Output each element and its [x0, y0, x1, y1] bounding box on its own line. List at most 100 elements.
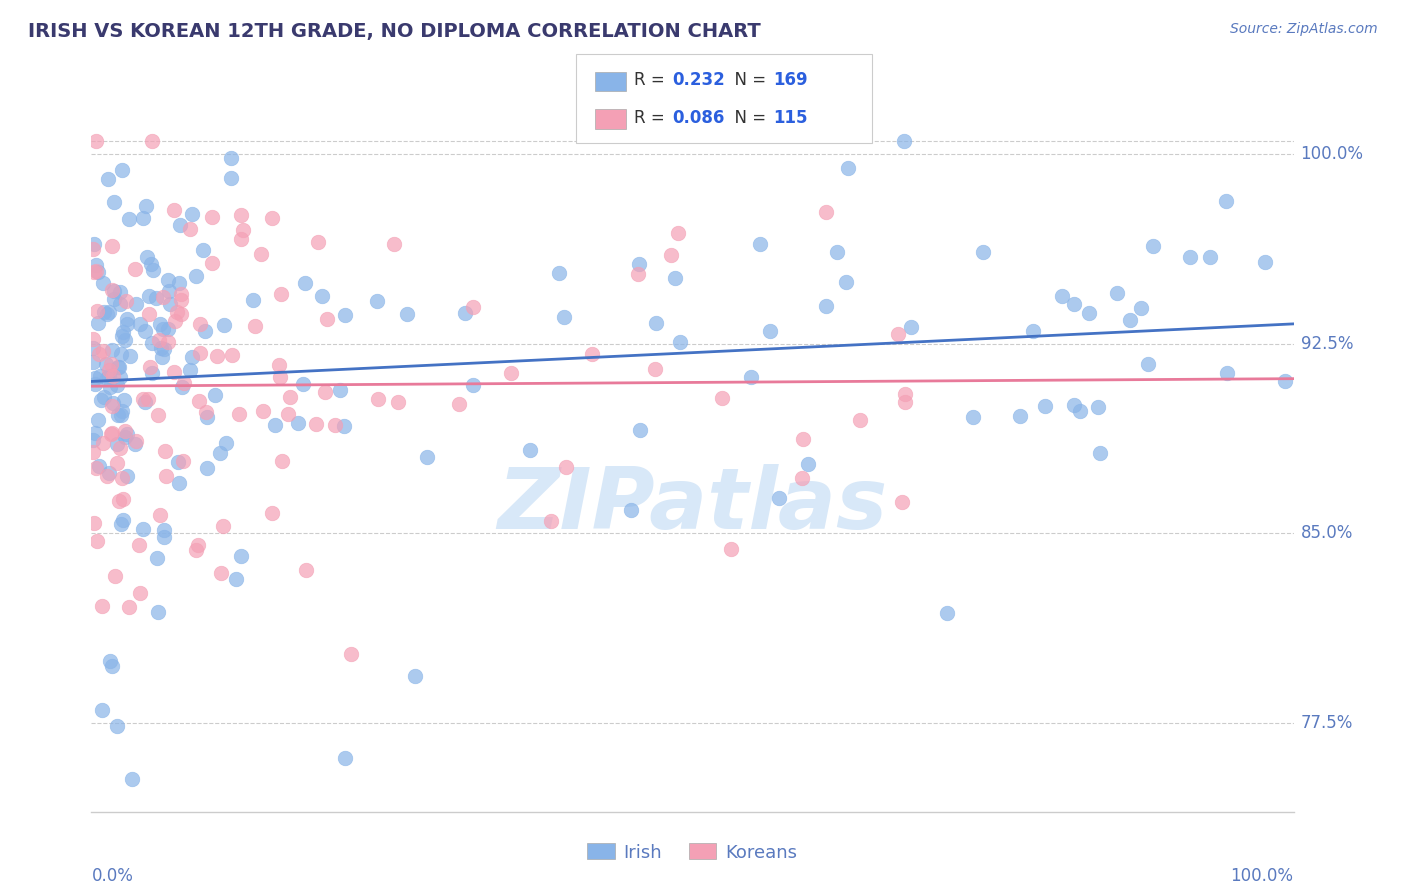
Point — [887, 326, 910, 341]
Text: 169: 169 — [773, 71, 808, 89]
Point — [114, 430, 136, 444]
Point — [740, 370, 762, 384]
Point — [152, 290, 174, 304]
Point — [332, 419, 354, 434]
Point — [96, 307, 118, 321]
Point — [195, 410, 218, 425]
Point — [271, 453, 294, 467]
Point — [166, 305, 188, 319]
Point — [121, 772, 143, 786]
Point — [620, 503, 643, 517]
Point — [152, 342, 174, 356]
Point — [1087, 400, 1109, 414]
Point — [340, 647, 363, 661]
Point — [83, 516, 105, 530]
Point — [167, 276, 190, 290]
Point — [148, 333, 170, 347]
Point — [900, 319, 922, 334]
Point — [1063, 398, 1085, 412]
Text: 77.5%: 77.5% — [1301, 714, 1353, 732]
Point — [825, 245, 848, 260]
Point — [461, 300, 484, 314]
Text: IRISH VS KOREAN 12TH GRADE, NO DIPLOMA CORRELATION CHART: IRISH VS KOREAN 12TH GRADE, NO DIPLOMA C… — [28, 22, 761, 41]
Point — [644, 362, 666, 376]
Point — [229, 549, 252, 563]
Point — [1274, 374, 1296, 388]
Point — [1088, 446, 1111, 460]
Point — [146, 605, 169, 619]
Point — [644, 316, 666, 330]
Point — [768, 491, 790, 506]
Point — [449, 397, 471, 411]
Point — [91, 703, 114, 717]
Point — [540, 514, 562, 528]
Point — [893, 134, 915, 148]
Point — [1021, 324, 1043, 338]
Point — [142, 263, 165, 277]
Point — [894, 394, 917, 409]
Point — [138, 307, 160, 321]
Point — [91, 344, 114, 359]
Point — [128, 538, 150, 552]
Point — [124, 434, 146, 449]
Point — [105, 457, 128, 471]
Point — [118, 599, 141, 614]
Point — [294, 276, 316, 290]
Point — [124, 296, 146, 310]
Point — [242, 293, 264, 308]
Point — [215, 436, 238, 450]
Point — [98, 305, 121, 319]
Point — [91, 435, 114, 450]
Point — [135, 250, 157, 264]
Point — [1129, 301, 1152, 315]
Point — [82, 445, 104, 459]
Point — [720, 541, 742, 556]
Point — [117, 212, 139, 227]
Point — [149, 508, 172, 523]
Point — [169, 218, 191, 232]
Point — [100, 426, 122, 441]
Point — [156, 322, 179, 336]
Point — [270, 287, 292, 301]
Point — [311, 288, 333, 302]
Point — [87, 265, 110, 279]
Point — [157, 335, 180, 350]
Point — [581, 347, 603, 361]
Point — [323, 418, 346, 433]
Point — [195, 460, 218, 475]
Point — [759, 324, 782, 338]
Point — [228, 407, 250, 421]
Point — [269, 358, 291, 372]
Point — [416, 450, 439, 465]
Point — [250, 247, 273, 261]
Point — [191, 243, 214, 257]
Point — [1069, 404, 1091, 418]
Point — [404, 668, 426, 682]
Point — [100, 357, 122, 371]
Point — [124, 437, 146, 451]
Point — [555, 459, 578, 474]
Point — [1078, 305, 1101, 319]
Point — [138, 289, 160, 303]
Point — [232, 223, 254, 237]
Point — [170, 287, 193, 301]
Text: 92.5%: 92.5% — [1301, 334, 1353, 352]
Point — [129, 586, 152, 600]
Point — [329, 383, 352, 397]
Point — [115, 318, 138, 332]
Point — [890, 495, 912, 509]
Point — [305, 417, 328, 431]
Point — [501, 366, 523, 380]
Point — [156, 273, 179, 287]
Point — [367, 392, 389, 407]
Point — [83, 236, 105, 251]
Point — [84, 134, 107, 148]
Point — [454, 306, 477, 320]
Text: ZIPatlas: ZIPatlas — [498, 464, 887, 547]
Point — [1105, 285, 1128, 300]
Point — [159, 296, 181, 310]
Point — [148, 409, 170, 423]
Point — [893, 387, 915, 401]
Point — [219, 170, 242, 185]
Point — [90, 392, 112, 407]
